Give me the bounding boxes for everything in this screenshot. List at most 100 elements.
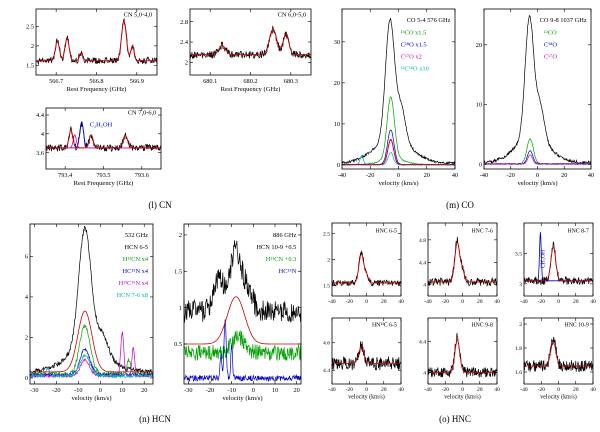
xtick-label: -20 xyxy=(206,387,214,394)
series-1-hnc-7-6 xyxy=(428,241,497,283)
ytick-label: 4 xyxy=(423,370,426,376)
ytick-label: 3.5 xyxy=(515,251,522,257)
caption-co: (m) CO xyxy=(446,200,474,210)
annotation-1-hnc-8-7: CH₃OH xyxy=(541,249,547,268)
xtick-label: 566.8 xyxy=(89,78,103,85)
xtick-label: 40 xyxy=(590,299,596,305)
ytick-label: 4.4 xyxy=(323,368,330,374)
panel-hnc-9-8: -40 -20 0 20 40 4 4.4 velocity (km/s) HNC 9-8 xyxy=(406,314,500,410)
ytick-label: 2 xyxy=(327,257,330,263)
ytick-label: 4 xyxy=(423,283,426,289)
ytick-label: 2.8 xyxy=(180,19,188,26)
xtick-label: -40 xyxy=(480,172,488,179)
xtick-label: -40 xyxy=(328,387,336,393)
series-0-hnc-6-5 xyxy=(331,250,402,287)
xtick-label: 680.3 xyxy=(284,78,298,85)
x-axis-label: Rest Frequency (GHz) xyxy=(67,86,127,93)
annotation-2-hcn-10-9: H¹³CN +0.3 xyxy=(266,256,297,263)
annotation-1-cn-70-60: C₂H₅OH xyxy=(90,121,113,128)
annotation-2-co-5-4: C¹⁸O x1.5 xyxy=(401,42,427,49)
xtick-label: 566.7 xyxy=(49,78,63,85)
xtick-label: 793.4 xyxy=(58,172,73,179)
xtick-label: 20 xyxy=(141,387,147,394)
annotation-0-cn-70-60: CN 7,0-6,0 xyxy=(128,110,157,117)
ytick-label: 1.5 xyxy=(26,62,34,69)
xtick-label: 0 xyxy=(557,387,560,393)
xtick-label: 0 xyxy=(461,387,464,393)
ytick-label: 4.4 xyxy=(36,112,45,119)
frame-cn-50-40 xyxy=(35,8,158,76)
xtick-label: 0 xyxy=(365,387,368,393)
series-1-cn-50-40 xyxy=(36,20,157,62)
annotation-2-co-9-8: C¹⁸O xyxy=(544,42,557,49)
xtick-label: -10 xyxy=(74,387,82,394)
caption-hcn: (n) HCN xyxy=(139,414,171,424)
ytick-label: 4.4 xyxy=(419,260,426,266)
xtick-label: 680.2 xyxy=(243,78,257,85)
annotation-4-co-5-4: ¹³C¹⁸O x10 xyxy=(401,66,429,73)
ytick-label: 2.5 xyxy=(323,231,330,237)
series-0-hnc-9-8 xyxy=(427,333,498,378)
plot-hnc-7-6: -40 -20 0 20 40 4 4.4 4.8 HNC 7-6 xyxy=(419,222,500,305)
x-axis-label: velocity (km/s) xyxy=(378,180,418,187)
plot-cn-60-50: 680.1 680.2 680.3 2 2.4 2.8 Rest Frequency (GH… xyxy=(180,8,312,93)
xtick-label: 40 xyxy=(398,387,404,393)
panel-hnc-7-6: -40 -20 0 20 40 4 4.4 4.8 HNC 7-6 xyxy=(406,219,500,313)
ytick-label: 0 xyxy=(479,161,482,168)
xtick-label: -40 xyxy=(424,299,432,305)
series-1-co-5-4 xyxy=(341,96,456,166)
annotation-0-cn-60-50: CN 6,0-5,0 xyxy=(278,11,307,18)
panel-hcn-6-5: -30 -20 -10 0 10 20 0 2 4 6 velocity (km/s) 532 GHz… xyxy=(8,219,158,411)
ytick-label: 30 xyxy=(334,39,340,46)
plot-hnc-8-7: -40 -20 0 20 40 3 3.5 HNC 8-7 CH₃OH xyxy=(515,222,596,305)
annotation-1-hcn-10-9: HCN 10-9 +0.5 xyxy=(256,244,296,251)
series-1-hcn-10-9 xyxy=(183,330,302,361)
x-axis-label: Rest Frequency (GHz) xyxy=(74,180,134,187)
series-0-hcn-10-9 xyxy=(183,240,302,323)
annotation-1-hcn-6-5: HCN 6-5 xyxy=(124,244,148,251)
series-3-cn-70-60 xyxy=(46,129,161,149)
series-0-hnc-10-9 xyxy=(523,336,594,373)
frame-hcn-6-5 xyxy=(29,223,154,385)
annotation-1-co-5-4: ¹³CO x1.5 xyxy=(401,30,427,37)
ytick-label: 4.4 xyxy=(419,339,426,345)
plot-co-5-4: -40 -20 0 20 40 0 10 20 30 velocity (km/s) CO 5-4 … xyxy=(334,8,458,187)
ytick-label: 2 xyxy=(179,232,182,239)
series-3-co-9-8 xyxy=(483,154,592,165)
x-axis-label: velocity (km/s) xyxy=(71,395,111,402)
annotation-0-hnc-10-9: HNC 10-9 xyxy=(565,323,589,329)
series-0-hn13c-6-5 xyxy=(331,341,402,371)
plot-hn13c-6-5: -40 -20 0 20 40 4.4 4.6 velocity (km/s) HN¹³C 6-… xyxy=(323,317,404,401)
series-0-hcn-6-5 xyxy=(29,225,154,375)
ytick-label: 4.8 xyxy=(419,238,426,244)
x-axis-label: Rest Frequency (GHz) xyxy=(221,86,281,93)
series-0-cn-50-40 xyxy=(35,17,158,66)
xtick-label: 20 xyxy=(573,387,579,393)
xtick-label: 20 xyxy=(424,172,430,179)
xtick-label: 566.9 xyxy=(130,78,144,85)
plot-hnc-10-9: -40 -20 0 20 40 1.6 1.8 2 velocity (km/s) HNC 10-… xyxy=(515,317,596,401)
panel-cn-70-60: 793.4 793.5 793.6 3.6 4 4.4 Rest Frequency (GH… xyxy=(20,103,166,196)
frame-co-5-4 xyxy=(341,8,456,170)
panel-hnc-6-5: -40 -20 0 20 40 1.5 2 2.5 HNC 6-5 xyxy=(310,219,404,313)
panel-hnc-8-7: -40 -20 0 20 40 3 3.5 HNC 8-7 CH₃OH xyxy=(502,219,596,313)
xtick-label: -20 xyxy=(52,387,60,394)
xtick-label: -10 xyxy=(227,387,235,394)
ytick-label: 10 xyxy=(334,121,340,128)
ytick-label: 1.5 xyxy=(174,268,182,275)
annotation-3-co-5-4: C¹⁷O x2 xyxy=(401,54,422,61)
xtick-label: -20 xyxy=(538,299,546,305)
panel-cn-60-50: 680.1 680.2 680.3 2 2.4 2.8 Rest Frequency (GH… xyxy=(164,4,316,102)
plot-cn-70-60: 793.4 793.5 793.6 3.6 4 4.4 Rest Frequency (GH… xyxy=(36,107,162,187)
plot-hnc-9-8: -40 -20 0 20 40 4 4.4 velocity (km/s) HNC 9-8 xyxy=(419,317,500,401)
annotation-0-hnc-8-7: HNC 8-7 xyxy=(567,228,589,234)
ytick-label: 4 xyxy=(25,294,29,301)
xtick-label: 20 xyxy=(294,387,300,394)
series-4-hcn-6-5 xyxy=(29,353,154,379)
ytick-label: 0.5 xyxy=(174,341,182,348)
x-axis-label: velocity (km/s) xyxy=(540,394,577,401)
caption-hnc: (o) HNC xyxy=(439,414,471,424)
ytick-label: 2 xyxy=(31,43,34,50)
ytick-label: 4.6 xyxy=(323,341,330,347)
plot-cn-50-40: 566.7 566.8 566.9 1.5 2 2.5 Rest Frequency (GH… xyxy=(26,8,158,93)
